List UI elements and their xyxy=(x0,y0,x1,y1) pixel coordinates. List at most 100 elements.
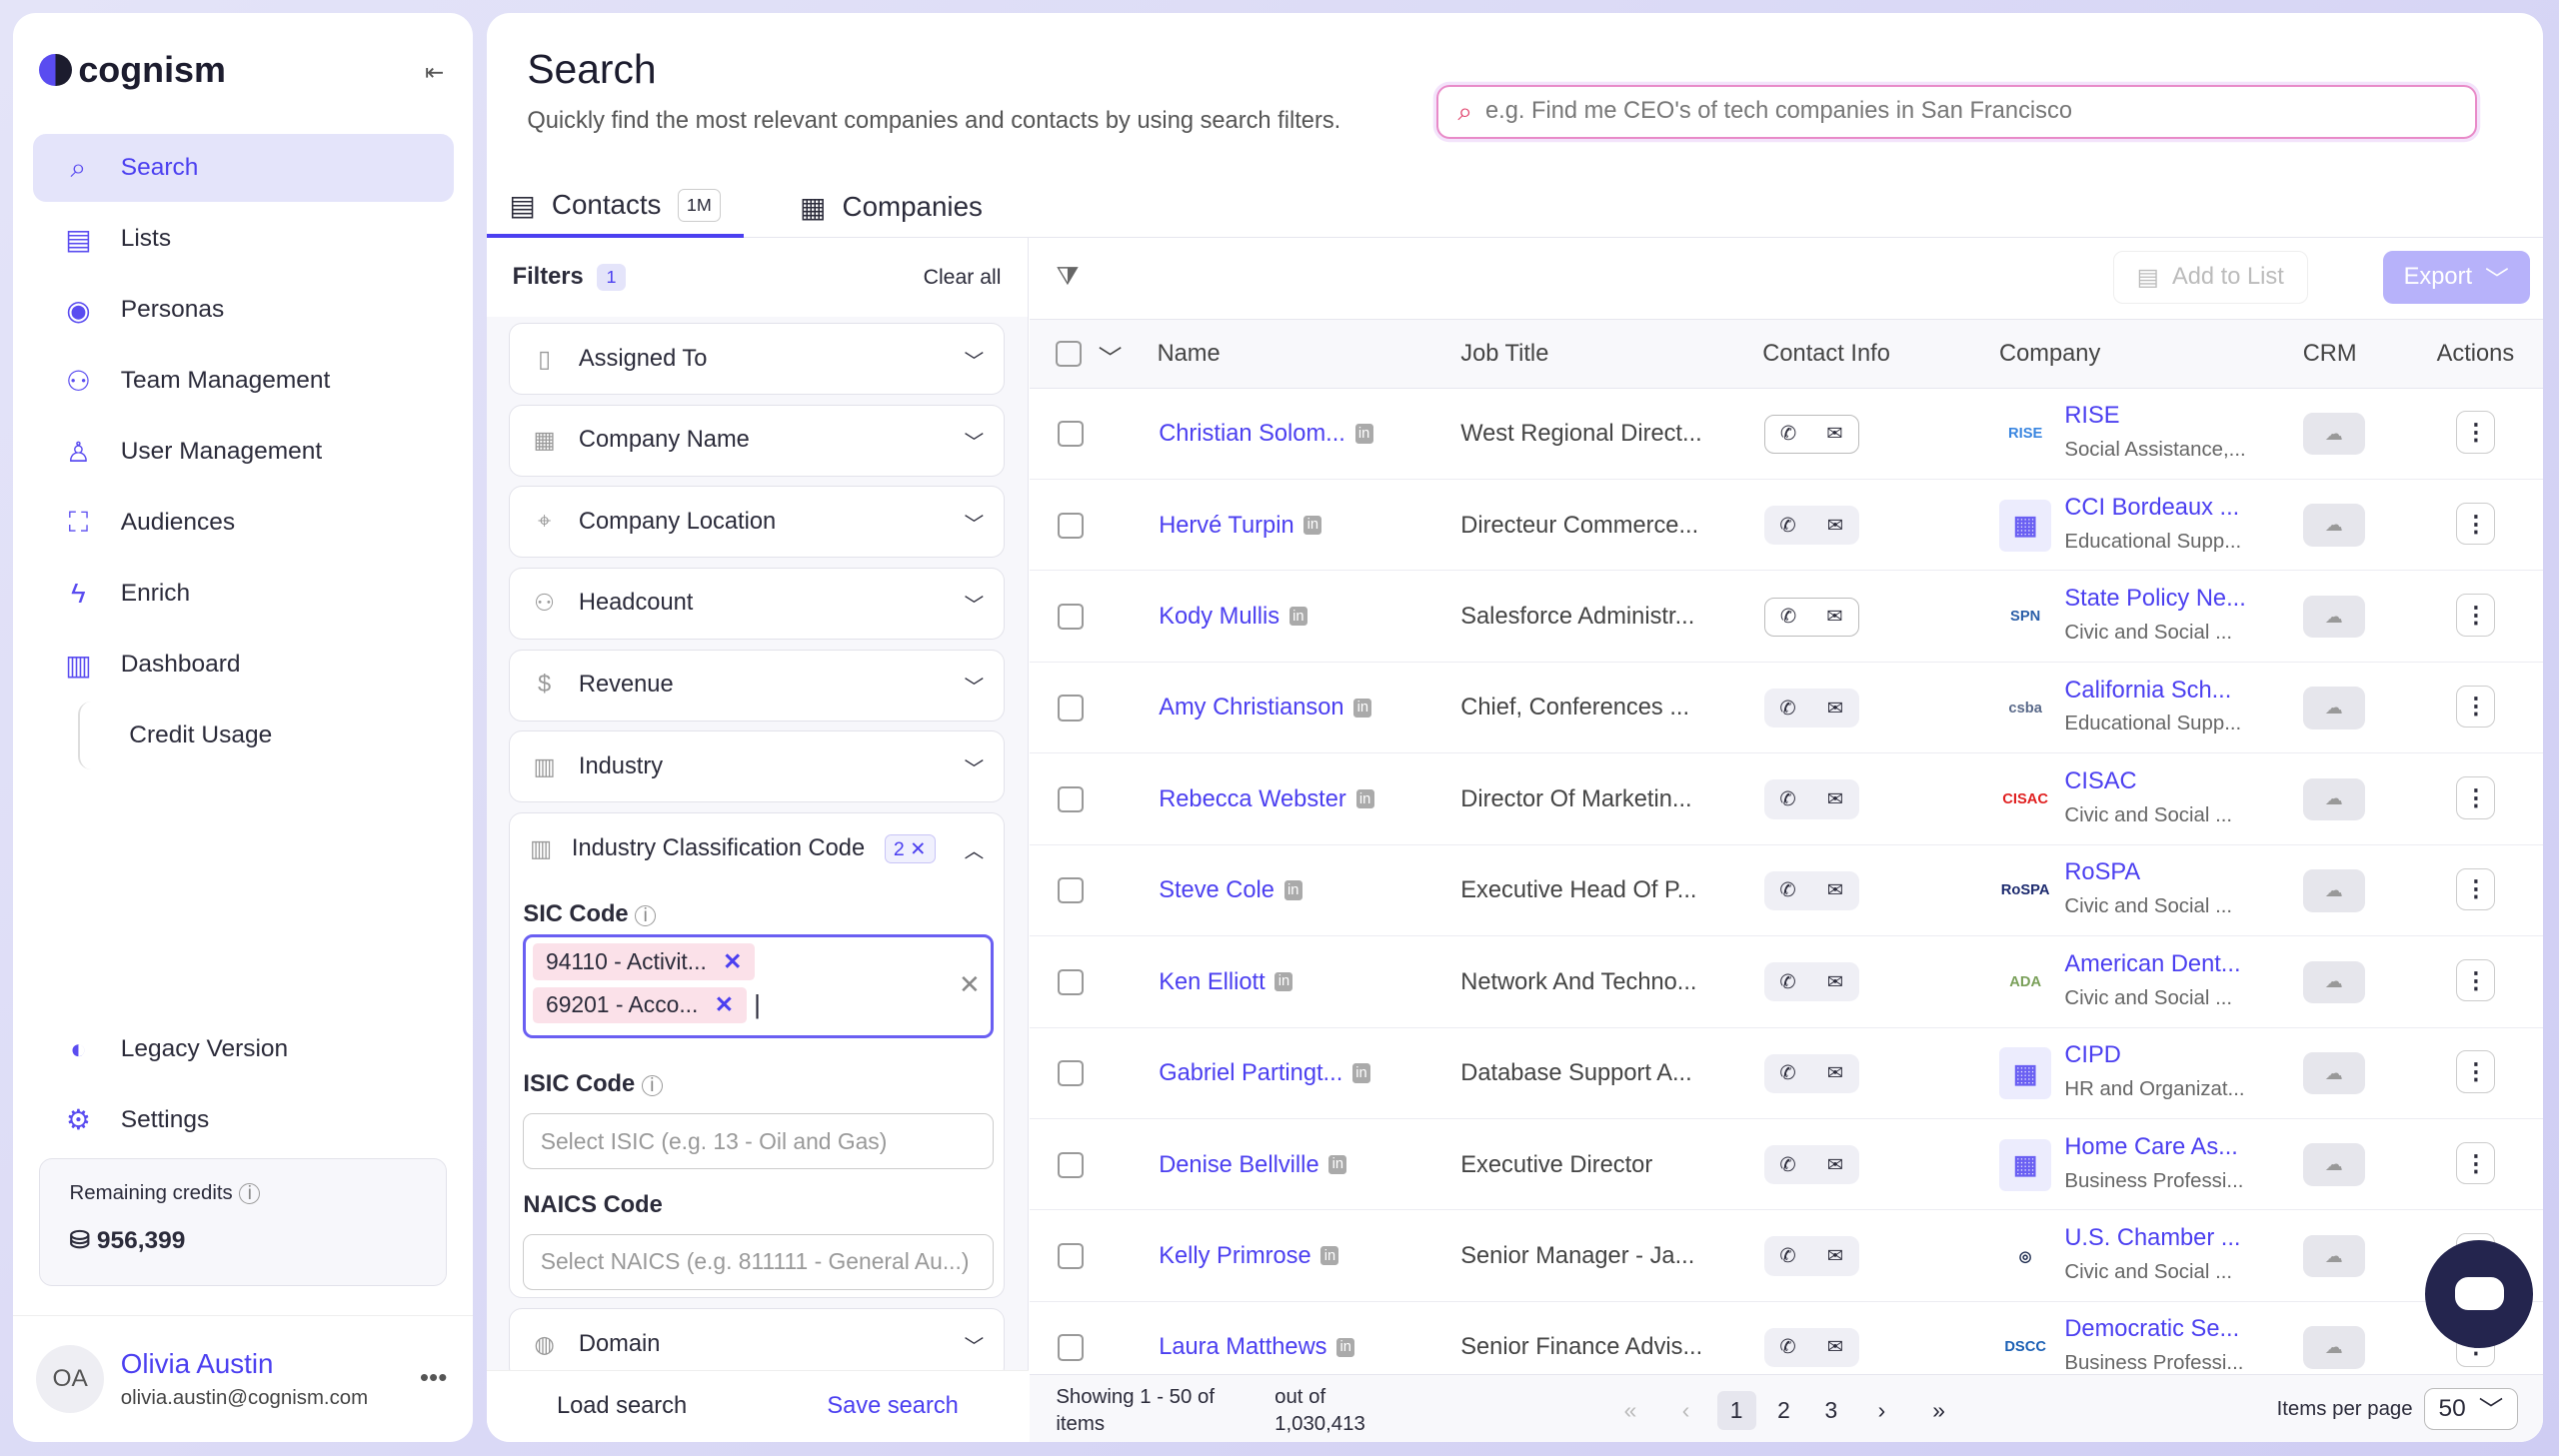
select-all-checkbox[interactable] xyxy=(1056,341,1083,368)
salesforce-icon[interactable]: ☁ xyxy=(2302,1234,2365,1278)
first-page-button[interactable]: « xyxy=(1623,1397,1637,1424)
column-job-title[interactable]: Job Title xyxy=(1460,341,1549,368)
remove-tag-icon[interactable]: ✕ xyxy=(723,948,743,975)
linkedin-icon[interactable]: in xyxy=(1303,515,1322,535)
linkedin-icon[interactable]: in xyxy=(1288,607,1307,627)
column-company[interactable]: Company xyxy=(1999,341,2101,368)
sidebar-item-settings[interactable]: ⚙ Settings xyxy=(33,1086,454,1155)
add-to-list-button[interactable]: ▤ Add to List xyxy=(2112,251,2308,304)
email-icon[interactable]: ✉ xyxy=(1826,423,1843,446)
phone-icon[interactable]: ✆ xyxy=(1779,787,1796,810)
email-icon[interactable]: ✉ xyxy=(1826,1062,1844,1085)
salesforce-icon[interactable]: ☁ xyxy=(2302,1326,2365,1369)
email-icon[interactable]: ✉ xyxy=(1826,1153,1844,1176)
phone-icon[interactable]: ✆ xyxy=(1779,697,1796,720)
row-checkbox[interactable] xyxy=(1057,421,1085,448)
salesforce-icon[interactable]: ☁ xyxy=(2302,960,2365,1004)
contact-name-link[interactable]: Steve Cole in xyxy=(1159,877,1302,904)
email-icon[interactable]: ✉ xyxy=(1826,514,1844,537)
company-name-link[interactable]: American Dent... xyxy=(2064,950,2241,977)
phone-icon[interactable]: ✆ xyxy=(1779,606,1797,629)
contact-name-link[interactable]: Christian Solom... in xyxy=(1159,421,1373,448)
filter-headcount[interactable]: ⚇ Headcount ﹀ xyxy=(509,568,1005,640)
company-name-link[interactable]: Home Care As... xyxy=(2064,1133,2238,1160)
salesforce-icon[interactable]: ☁ xyxy=(2302,1052,2365,1095)
more-actions-icon[interactable]: ⋮ xyxy=(2456,958,2496,1002)
contact-info[interactable]: ✆ ✉ xyxy=(1763,1053,1859,1093)
phone-icon[interactable]: ✆ xyxy=(1779,1336,1796,1359)
filter-company-name[interactable]: ▦ Company Name ﹀ xyxy=(509,404,1005,477)
linkedin-icon[interactable]: in xyxy=(1354,424,1373,444)
sidebar-item-credit-usage[interactable]: Credit Usage xyxy=(78,701,454,770)
filter-company-location[interactable]: ⌖ Company Location ﹀ xyxy=(509,486,1005,559)
row-checkbox[interactable] xyxy=(1057,1243,1085,1270)
load-search-button[interactable]: Load search xyxy=(556,1393,688,1420)
row-checkbox[interactable] xyxy=(1057,968,1085,995)
info-icon[interactable]: i xyxy=(239,1182,261,1205)
row-checkbox[interactable] xyxy=(1057,695,1085,722)
contact-name-link[interactable]: Hervé Turpin in xyxy=(1159,513,1322,540)
info-icon[interactable]: i xyxy=(641,1074,663,1096)
company-name-link[interactable]: Democratic Se... xyxy=(2064,1316,2240,1343)
contact-info[interactable]: ✆ ✉ xyxy=(1763,414,1859,454)
page-1[interactable]: 1 xyxy=(1716,1391,1756,1431)
last-page-button[interactable]: » xyxy=(1932,1397,1945,1424)
row-checkbox[interactable] xyxy=(1057,785,1085,812)
contact-name-link[interactable]: Amy Christianson in xyxy=(1159,695,1372,722)
select-dropdown-icon[interactable]: ﹀ xyxy=(1098,346,1123,373)
tab-companies[interactable]: ▦ Companies xyxy=(799,191,983,223)
filter-count-chip[interactable]: 2 ✕ xyxy=(884,834,936,864)
more-actions-icon[interactable]: ⋮ xyxy=(2456,411,2496,454)
contact-info[interactable]: ✆ ✉ xyxy=(1763,1327,1859,1368)
collapse-sidebar-icon[interactable]: ⇤ xyxy=(424,58,445,85)
company-name-link[interactable]: CIPD xyxy=(2064,1042,2121,1069)
naics-code-input[interactable]: Select NAICS (e.g. 811111 - General Au..… xyxy=(523,1234,994,1290)
salesforce-icon[interactable]: ☁ xyxy=(2302,1143,2365,1186)
email-icon[interactable]: ✉ xyxy=(1826,1245,1844,1268)
linkedin-icon[interactable]: in xyxy=(1336,1337,1355,1357)
contact-name-link[interactable]: Rebecca Webster in xyxy=(1159,786,1374,813)
contact-info[interactable]: ✆ ✉ xyxy=(1763,597,1859,637)
sidebar-item-enrich[interactable]: ϟ Enrich xyxy=(33,560,454,629)
row-checkbox[interactable] xyxy=(1057,1060,1085,1087)
phone-icon[interactable]: ✆ xyxy=(1779,514,1796,537)
more-actions-icon[interactable]: ⋮ xyxy=(2456,1050,2496,1093)
row-checkbox[interactable] xyxy=(1057,512,1085,539)
email-icon[interactable]: ✉ xyxy=(1826,787,1844,810)
phone-icon[interactable]: ✆ xyxy=(1779,879,1796,902)
remove-tag-icon[interactable]: ✕ xyxy=(714,991,734,1018)
email-icon[interactable]: ✉ xyxy=(1826,697,1844,720)
contact-name-link[interactable]: Ken Elliott in xyxy=(1159,969,1293,996)
prev-page-button[interactable]: ‹ xyxy=(1681,1397,1690,1424)
phone-icon[interactable]: ✆ xyxy=(1779,1245,1796,1268)
phone-icon[interactable]: ✆ xyxy=(1779,423,1797,446)
cognism-logo[interactable]: cognism xyxy=(39,49,226,91)
sidebar-item-personas[interactable]: ◉ Personas xyxy=(33,276,454,345)
email-icon[interactable]: ✉ xyxy=(1826,606,1843,629)
row-checkbox[interactable] xyxy=(1057,1151,1085,1178)
contact-name-link[interactable]: Gabriel Partingt... in xyxy=(1159,1060,1370,1087)
contact-info[interactable]: ✆ ✉ xyxy=(1763,1236,1859,1276)
tab-contacts[interactable]: ▤ Contacts 1M xyxy=(486,176,744,239)
linkedin-icon[interactable]: in xyxy=(1352,1063,1370,1083)
filter-header[interactable]: ▥ Industry Classification Code 2 ✕ ︿ xyxy=(529,834,985,864)
contact-name-link[interactable]: Denise Bellville in xyxy=(1159,1152,1347,1179)
salesforce-icon[interactable]: ☁ xyxy=(2302,777,2365,821)
next-page-button[interactable]: › xyxy=(1877,1397,1886,1424)
salesforce-icon[interactable]: ☁ xyxy=(2302,413,2365,456)
more-actions-icon[interactable]: ⋮ xyxy=(2456,1141,2496,1185)
linkedin-icon[interactable]: in xyxy=(1355,789,1374,809)
save-search-button[interactable]: Save search xyxy=(827,1393,959,1420)
more-actions-icon[interactable]: ⋮ xyxy=(2456,594,2496,637)
salesforce-icon[interactable]: ☁ xyxy=(2302,504,2365,547)
company-name-link[interactable]: CCI Bordeaux ... xyxy=(2064,494,2240,521)
phone-icon[interactable]: ✆ xyxy=(1779,970,1796,993)
more-actions-icon[interactable]: ⋮ xyxy=(2456,502,2496,546)
linkedin-icon[interactable]: in xyxy=(1353,698,1372,718)
contact-info[interactable]: ✆ ✉ xyxy=(1763,779,1859,819)
more-icon[interactable]: ••• xyxy=(419,1361,448,1392)
filter-revenue[interactable]: $ Revenue ﹀ xyxy=(509,649,1005,722)
sidebar-item-team-management[interactable]: ⚇ Team Management xyxy=(33,347,454,416)
more-actions-icon[interactable]: ⋮ xyxy=(2456,867,2496,910)
page-3[interactable]: 3 xyxy=(1824,1397,1838,1424)
